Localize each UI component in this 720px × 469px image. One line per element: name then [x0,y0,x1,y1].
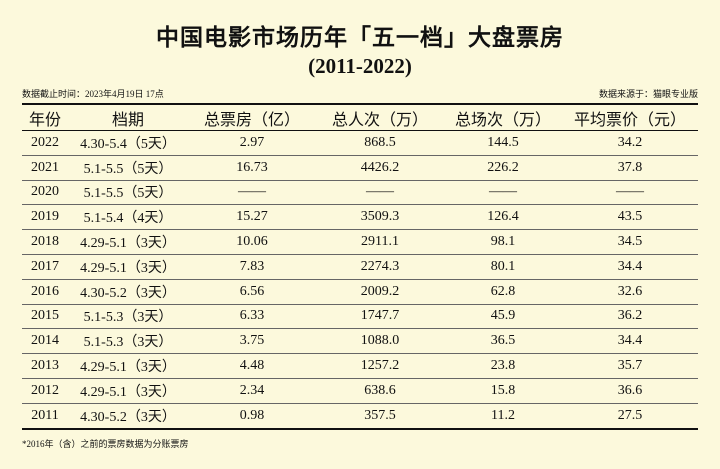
table-cell: 1088.0 [316,328,444,355]
table-cell: 1257.2 [316,353,444,379]
table-cell: 2274.3 [316,254,444,280]
table-cell: 6.56 [188,279,316,305]
table-cell: 62.8 [444,279,562,305]
table-cell: 27.5 [617,407,643,423]
table-cell: 2017 [22,254,68,280]
table-cell: 37.8 [562,155,698,181]
table-cell: 2009.2 [316,279,444,305]
table-cell: 4.48 [188,353,316,379]
table-row: 2017 4.29-5.1（3天） 7.83 2274.3 80.1 34.4 [22,254,698,280]
table-cell: 2011 [31,407,59,423]
table-cell: 6.33 [188,304,316,330]
table-cell: 15.8 [444,378,562,404]
table-cell: 43.5 [562,204,698,231]
table-cell: 3509.3 [316,204,444,231]
table-row: 2020 5.1-5.5（5天） —— —— —— —— [22,180,698,206]
table-cell: 4.29-5.1（3天） [68,353,188,379]
table-row: 2021 5.1-5.5（5天） 16.73 4426.2 226.2 37.8 [22,155,698,181]
table-cell: 10.06 [188,229,316,255]
table-cell: 2020 [22,180,68,206]
table-row: 2016 4.30-5.2（3天） 6.56 2009.2 62.8 32.6 [22,279,698,305]
table-cell: 36.5 [444,328,562,355]
table-cell: 357.5 [364,407,396,423]
table-cell: —— [562,180,698,206]
table-cell: 34.2 [562,130,698,156]
table-cell: 7.83 [188,254,316,280]
table-cell: 4426.2 [316,155,444,181]
table-cell: 34.4 [562,254,698,280]
box-office-table: 年份 档期 总票房（亿） 总人次（万） 总场次（万） 平均票价（元） 2022 4.30-5… [22,103,698,430]
table-cell: 4.29-5.1（3天） [68,378,188,404]
table-cell: 15.27 [188,204,316,231]
table-cell: 2018 [22,229,68,255]
table-cell: 35.7 [562,353,698,379]
table-cell: 45.9 [444,304,562,330]
table-cell: 2022 [22,130,68,156]
table-cell: 2.34 [188,378,316,404]
table-cell: 2014 [22,328,68,355]
title: 中国电影市场历年「五一档」大盘票房 [156,25,564,50]
table-cell: —— [188,180,316,206]
table-row: 2012 4.29-5.1（3天） 2.34 638.6 15.8 36.6 [22,378,698,404]
table-cell: 2019 [22,204,68,231]
table-cell: 16.73 [188,155,316,181]
table-cell: 32.6 [562,279,698,305]
table-cell: 2016 [22,279,68,305]
table-cell: 3.75 [188,328,316,355]
table-cell: 5.1-5.5（5天） [68,180,188,206]
table-cell: 126.4 [444,204,562,231]
table-cell: 98.1 [444,229,562,255]
table-cell: —— [316,180,444,206]
table-cell: 36.6 [562,378,698,404]
table-row: 2019 5.1-5.4（4天） 15.27 3509.3 126.4 43.5 [22,204,698,231]
table-cell: 2.97 [188,130,316,156]
table-row: 2018 4.29-5.1（3天） 10.06 2911.1 98.1 34.5 [22,229,698,255]
table-cell: 5.1-5.4（4天） [68,204,188,231]
table-row: 2022 4.30-5.4（5天） 2.97 868.5 144.5 34.2 [22,130,698,156]
column-header: 总人次（万） [316,104,444,131]
table-cell: 4.30-5.4（5天） [68,130,188,156]
column-header: 总场次（万） [444,104,562,131]
table-row: 2014 5.1-5.3（3天） 3.75 1088.0 36.5 34.4 [22,328,698,355]
table-cell: 80.1 [444,254,562,280]
table-cell: 23.8 [444,353,562,379]
column-header: 平均票价（元） [562,104,698,131]
table-row: 2015 5.1-5.3（3天） 6.33 1747.7 45.9 36.2 [22,304,698,330]
table-cell: 144.5 [444,130,562,156]
table-cell: 11.2 [491,407,515,423]
table-row: 2013 4.29-5.1（3天） 4.48 1257.2 23.8 35.7 [22,353,698,379]
column-header: 年份 [22,104,68,131]
table-cell: 4.29-5.1（3天） [68,229,188,255]
table-cell: 5.1-5.3（3天） [68,328,188,355]
table-cell: 2012 [22,378,68,404]
table-cell: 4.30-5.2（3天） [68,279,188,305]
table-cell: 36.2 [562,304,698,330]
table-cell: 4.30-5.2（3天） [80,409,176,425]
table-cell: 5.1-5.5（5天） [68,155,188,181]
table-cell: 638.6 [316,378,444,404]
source: 数据来源于：猫眼专业版 [598,89,698,99]
table-cell: 2013 [22,353,68,379]
table-cell: 34.5 [562,229,698,255]
table-cell: 226.2 [444,155,562,181]
footnote: *2016年（含）之前的票房数据为分账票房 [22,439,189,449]
subtitle: (2011-2022) [308,54,412,78]
table-cell: 2015 [22,304,68,330]
table-cell: 1747.7 [316,304,444,330]
table-row: 2011 4.30-5.2（3天） 0.98 357.5 11.2 27.5 [22,403,698,428]
table-cell: 2911.1 [316,229,444,255]
column-header: 总票房（亿） [188,104,316,131]
header-row: 年份 档期 总票房（亿） 总人次（万） 总场次（万） 平均票价（元） [22,104,698,131]
table-cell: 5.1-5.3（3天） [68,304,188,330]
table-cell: 4.29-5.1（3天） [68,254,188,280]
table-cell: 868.5 [316,130,444,156]
table-cell: 34.4 [562,328,698,355]
column-header: 档期 [68,104,188,131]
table-cell: 2021 [22,155,68,181]
cutoff: 数据截止时间：2023年4月19日 17点 [22,89,164,99]
table-body: 2022 4.30-5.4（5天） 2.97 868.5 144.5 34.2 2021 5.… [22,130,698,429]
table-cell: 0.98 [239,407,265,423]
table-cell: —— [444,180,562,206]
